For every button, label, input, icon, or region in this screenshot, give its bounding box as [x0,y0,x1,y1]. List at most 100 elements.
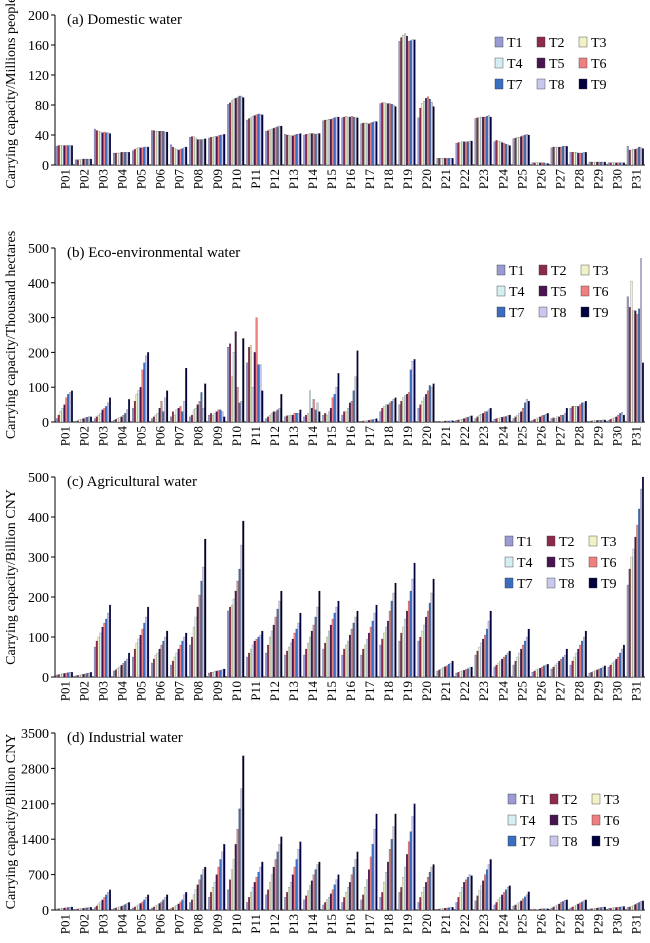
bar-P09-T1 [208,897,211,911]
bar-P22-T7 [466,877,469,911]
bar-P17-T7 [371,844,374,911]
bar-P27-T2 [552,666,555,678]
bar-P19-T1 [398,640,401,678]
bar-P04-T3 [116,152,119,166]
bar-P19-T3 [402,626,405,678]
bar-P13-T8 [297,622,300,678]
bar-P20-T5 [425,616,427,678]
y-axis-label: Carrying capacity/Thousand hectares [4,231,19,439]
bar-P11-T4 [251,116,254,166]
bar-P19-T8 [411,361,414,423]
bar-P04-T8 [126,409,129,423]
bar-P18-T3 [383,632,386,678]
bar-P20-T5 [425,98,427,166]
bar-P13-T7 [295,859,298,911]
bar-P29-T2 [590,672,593,678]
bar-P08-T5 [196,139,199,166]
bar-P30-T2 [609,664,612,678]
bar-P21-T1 [436,421,439,423]
bar-P25-T3 [516,656,519,678]
bar-P05-T3 [135,905,138,911]
bar-P21-T9 [451,907,454,911]
bar-P20-T6 [426,390,429,423]
bar-P30-T8 [621,648,623,678]
bar-P18-T2 [381,892,384,911]
bar-P20-T7 [428,871,431,911]
bar-P31-T2 [628,149,631,166]
bar-P14-T3 [307,890,309,911]
bar-P22-T2 [457,419,460,423]
bar-P08-T4 [194,137,197,166]
bar-P09-T1 [208,137,211,166]
bar-P01-T6 [65,672,68,678]
bar-P29-T7 [600,668,603,678]
bar-P13-T2 [286,134,289,166]
bar-P10-T7 [238,402,241,423]
bar-P03-T2 [95,130,98,166]
bar-P10-T8 [240,788,243,911]
bar-P23-T4 [480,885,483,911]
bar-P05-T1 [132,656,134,678]
bar-P16-T1 [341,902,344,911]
x-tick-label: P21 [438,169,453,189]
bar-P30-T9 [622,414,625,423]
bar-P01-T7 [67,907,70,911]
bar-P16-T5 [348,402,351,423]
x-tick-label: P12 [267,169,282,189]
bar-P09-T5 [215,874,218,911]
bar-P07-T2 [171,907,174,911]
bar-P26-T7 [543,908,545,911]
bar-P03-T1 [93,646,96,678]
bar-P11-T3 [250,648,252,678]
bar-P07-T9 [185,632,188,678]
bar-P01-T1 [55,908,58,911]
bar-P05-T7 [143,899,146,911]
bar-P18-T1 [379,644,382,678]
bar-P03-T4 [99,632,102,678]
bar-P18-T4 [385,871,388,911]
bar-P14-T9 [318,861,321,911]
bar-P03-T8 [107,132,110,166]
x-tick-label: P30 [609,169,624,189]
bar-P29-T5 [596,420,599,423]
bar-P18-T7 [390,401,393,423]
x-tick-label: P15 [324,169,339,189]
bar-P14-T2 [305,134,308,166]
bar-P24-T7 [504,143,507,166]
bar-P21-T6 [446,158,448,166]
bar-P10-T5 [234,331,237,423]
bar-P29-T3 [592,908,595,911]
bar-P01-T6 [65,145,68,166]
bar-P17-T7 [371,122,374,166]
bar-P08-T1 [189,902,192,911]
bar-P09-T2 [210,672,212,678]
bar-P12-T8 [278,407,281,423]
bar-P14-T7 [314,134,317,166]
bar-P29-T1 [588,672,591,678]
bar-P30-T2 [609,908,612,911]
bar-P11-T7 [257,364,260,423]
legend-label: T3 [601,535,617,550]
bar-P18-T9 [394,106,397,166]
bar-P05-T5 [139,634,142,678]
bar-P02-T2 [76,159,79,166]
legend-swatch [507,814,517,826]
bar-P08-T9 [204,866,207,911]
bar-P08-T8 [202,869,205,911]
bar-P20-T3 [421,630,424,678]
bar-P06-T6 [160,401,163,423]
bar-P18-T3 [383,882,386,911]
bar-P23-T5 [482,880,485,911]
legend-label: T6 [591,57,607,72]
bar-P05-T5 [139,387,142,423]
bar-P28-T8 [583,402,585,423]
bar-P05-T6 [141,369,144,423]
bar-P17-T7 [371,620,374,678]
bar-P05-T2 [133,401,136,423]
bar-P12-T5 [272,411,275,423]
bar-P25-T6 [522,407,525,423]
bar-P05-T1 [132,150,134,166]
bar-P04-T7 [124,152,127,166]
bar-P23-T3 [478,414,481,423]
bar-P12-T5 [272,128,275,166]
